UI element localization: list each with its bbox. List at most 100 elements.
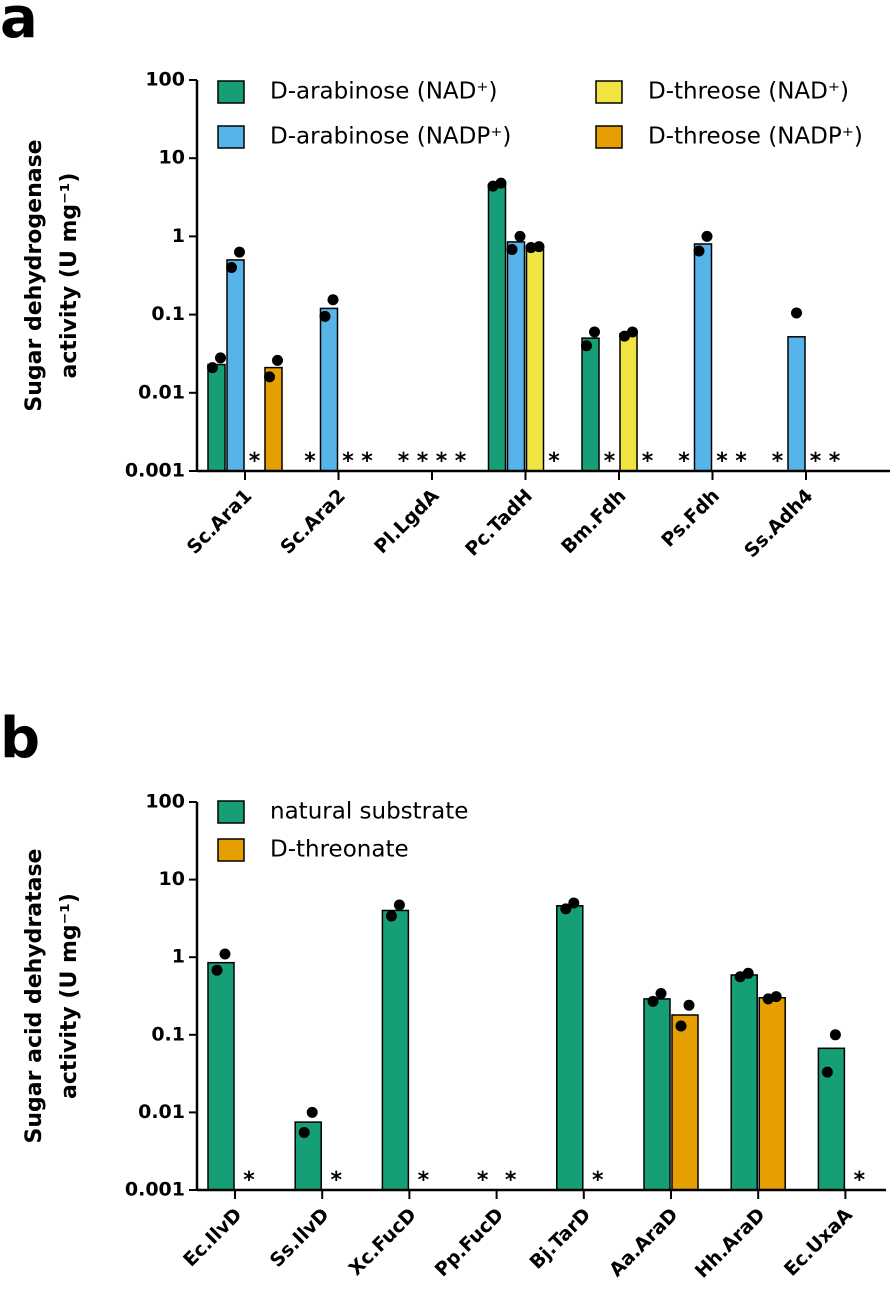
y-tick-label: 1 (172, 946, 185, 968)
chart-panel: a Sugar dehydrogenase activity (U mg⁻¹) 0.0… (0, 0, 890, 562)
bar (381, 909, 410, 1191)
bar (506, 241, 526, 472)
replicate-dot (701, 230, 713, 242)
replicate-dot (829, 1029, 841, 1041)
not-detected-label: * (735, 449, 747, 474)
replicate-dot (560, 903, 572, 915)
bar (671, 1014, 699, 1191)
legend-label: natural substrate (270, 799, 468, 825)
legend-swatch (595, 80, 623, 104)
bar (226, 259, 245, 472)
y-tick-label: 10 (159, 147, 185, 169)
not-detected-label: * (592, 1168, 604, 1193)
replicate-dot (215, 352, 226, 364)
replicate-dot (506, 243, 518, 255)
y-tick-label: 0.1 (151, 303, 185, 325)
replicate-dot (234, 246, 245, 258)
bar (319, 307, 339, 472)
replicate-dot (655, 988, 667, 1000)
x-tick-label: Bm.Fdh (557, 485, 630, 558)
replicate-dot (211, 964, 223, 976)
not-detected-label: * (398, 449, 410, 474)
x-tick-label: Ec.UxaA (780, 1204, 857, 1281)
x-tick-label: Sc.Ara1 (183, 485, 257, 559)
replicate-dot (533, 241, 545, 253)
bar (693, 243, 713, 472)
not-detected-label: * (330, 1168, 342, 1193)
x-tick-label: Ps.Fdh (657, 485, 724, 552)
replicate-dot (514, 230, 526, 242)
not-detected-label: * (249, 449, 261, 474)
bar (730, 974, 758, 1191)
panel-label: b (0, 706, 40, 771)
bar (758, 997, 786, 1191)
bar (487, 183, 507, 472)
not-detected-label: * (772, 449, 784, 474)
not-detected-label: * (477, 1168, 489, 1193)
not-detected-label: * (455, 449, 467, 474)
legend-label: D-threonate (270, 837, 409, 863)
not-detected-label: * (548, 449, 560, 474)
not-detected-label: * (342, 449, 354, 474)
replicate-dot (568, 897, 580, 909)
panel-label: a (0, 0, 38, 51)
y-tick-label: 0.001 (125, 460, 185, 482)
not-detected-label: * (716, 449, 728, 474)
replicate-dot (327, 294, 339, 306)
replicate-dot (821, 1066, 833, 1078)
y-tick-label: 10 (159, 868, 185, 890)
not-detected-label: * (417, 449, 429, 474)
legend-swatch (217, 125, 245, 149)
replicate-dot (791, 307, 802, 319)
not-detected-label: * (304, 449, 316, 474)
replicate-dot (495, 177, 507, 189)
replicate-dot (693, 245, 705, 257)
y-tick-label: 0.001 (125, 1179, 185, 1201)
x-tick-label: Ec.IlvD (179, 1204, 246, 1271)
y-axis-label: Sugar acid dehydratase (22, 849, 47, 1144)
bar (556, 905, 584, 1191)
x-tick-label: Aa.AraD (605, 1204, 682, 1281)
legend-label: D-arabinose (NADP⁺) (270, 124, 511, 150)
not-detected-label: * (829, 449, 841, 474)
bar (581, 337, 600, 472)
legend-label: D-threose (NAD⁺) (648, 79, 849, 105)
replicate-dot (589, 326, 600, 338)
y-axis-label: Sugar dehydrogenase (22, 139, 47, 411)
y-tick-label: 100 (145, 69, 185, 91)
replicate-dot (226, 262, 237, 274)
replicate-dot (272, 354, 283, 366)
chart-panel: b Sugar acid dehydratase activity (U mg⁻¹)… (0, 706, 886, 1283)
bar (643, 998, 671, 1191)
y-tick-label: 100 (145, 791, 185, 813)
not-detected-label: * (505, 1168, 517, 1193)
not-detected-label: * (361, 449, 373, 474)
replicate-dot (647, 995, 659, 1007)
replicate-dot (683, 999, 695, 1011)
legend-swatch (217, 800, 245, 824)
replicate-dot (525, 242, 537, 254)
replicate-dot (264, 371, 275, 383)
not-detected-label: * (604, 449, 616, 474)
not-detected-label: * (436, 449, 448, 474)
replicate-dot (742, 967, 754, 979)
x-tick-label: Pl.LgdA (370, 485, 444, 559)
replicate-dot (581, 340, 592, 352)
y-tick-label: 0.01 (138, 381, 185, 403)
x-tick-label: Hh.AraD (691, 1204, 770, 1283)
legend-label: D-threose (NADP⁺) (648, 124, 863, 150)
y-tick-label: 1 (172, 225, 185, 247)
y-axis-label: activity (U mg⁻¹) (57, 173, 82, 379)
replicate-dot (298, 1127, 310, 1139)
replicate-dot (219, 948, 231, 960)
x-tick-label: Ss.Adh4 (740, 485, 817, 562)
not-detected-label: * (642, 449, 654, 474)
bar (619, 332, 638, 472)
y-tick-label: 0.01 (138, 1101, 185, 1123)
replicate-dot (770, 991, 782, 1003)
replicate-dot (207, 362, 218, 374)
not-detected-label: * (418, 1168, 430, 1193)
x-tick-label: Xc.FucD (345, 1204, 421, 1280)
not-detected-label: * (810, 449, 822, 474)
